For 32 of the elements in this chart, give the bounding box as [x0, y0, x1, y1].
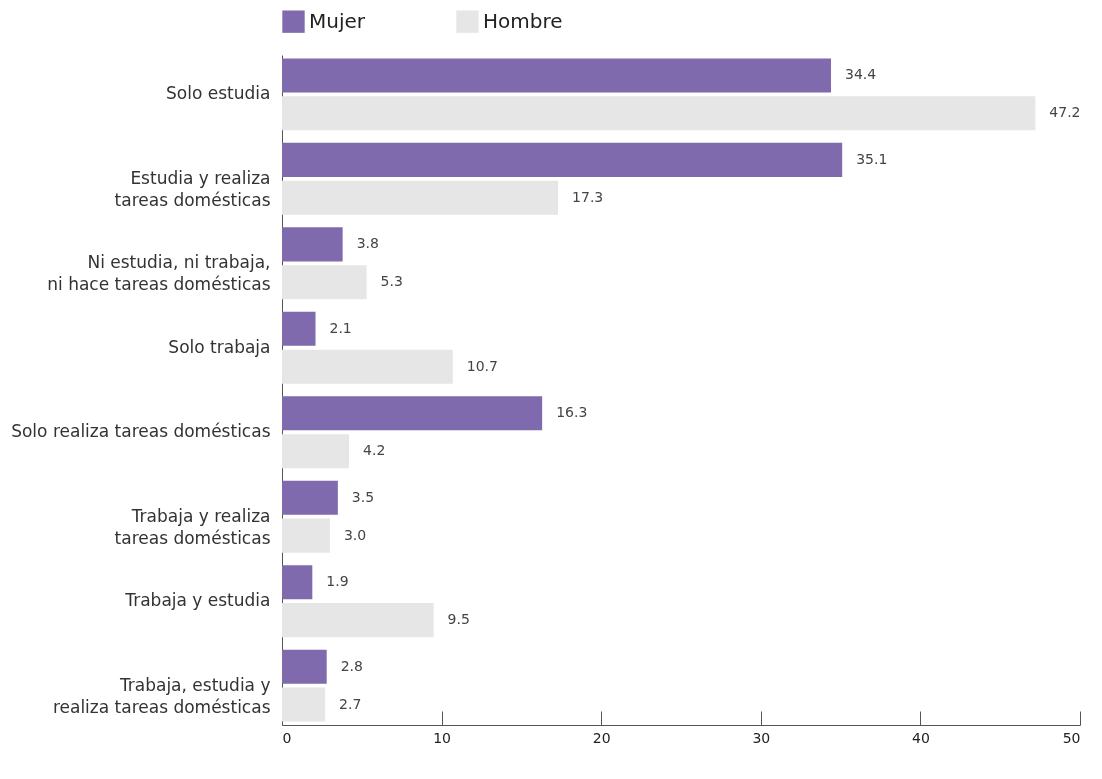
data-label: 35.1 — [856, 150, 888, 167]
x-tick-label: 20 — [592, 729, 611, 746]
data-label: 34.4 — [845, 66, 877, 83]
data-label: 5.3 — [380, 273, 403, 290]
data-label: 10.7 — [466, 357, 498, 374]
data-label: 2.7 — [339, 695, 362, 712]
y-tick-label: Trabaja y realiza tareas domésticas — [114, 505, 271, 548]
data-label: 3.0 — [343, 526, 367, 543]
x-tick-label: 30 — [752, 729, 771, 746]
data-label: 3.8 — [356, 235, 379, 252]
y-tick-label: Estudia y realiza tareas domésticas — [114, 167, 271, 210]
y-tick-label: Solo realiza tareas domésticas — [11, 421, 271, 442]
y-tick-label: Trabaja, estudia y realiza tareas domésticas — [52, 674, 271, 717]
x-tick-label: 50 — [1062, 729, 1081, 746]
x-tick-label: 10 — [433, 729, 452, 746]
legend-label: Mujer — [309, 8, 366, 33]
data-label: 17.3 — [572, 188, 604, 205]
data-label: 16.3 — [556, 404, 588, 421]
y-tick-label: Trabaja y estudia — [124, 590, 271, 611]
data-label: 4.2 — [363, 442, 386, 459]
y-tick-label: Solo trabaja — [168, 336, 271, 357]
y-tick-label: Solo estudia — [166, 83, 271, 104]
legend-label: Hombre — [483, 8, 563, 33]
data-label: 47.2 — [1049, 104, 1081, 121]
data-label: 3.5 — [351, 488, 375, 505]
data-label: 2.1 — [329, 319, 352, 336]
data-label: 2.8 — [340, 657, 363, 674]
data-label: 1.9 — [326, 573, 349, 590]
x-tick-label: 0 — [282, 729, 292, 746]
x-tick-label: 40 — [911, 729, 930, 746]
data-label: 9.5 — [447, 611, 470, 628]
y-tick-label: Ni estudia, ni trabaja, ni hace tareas domésticas — [47, 252, 271, 295]
